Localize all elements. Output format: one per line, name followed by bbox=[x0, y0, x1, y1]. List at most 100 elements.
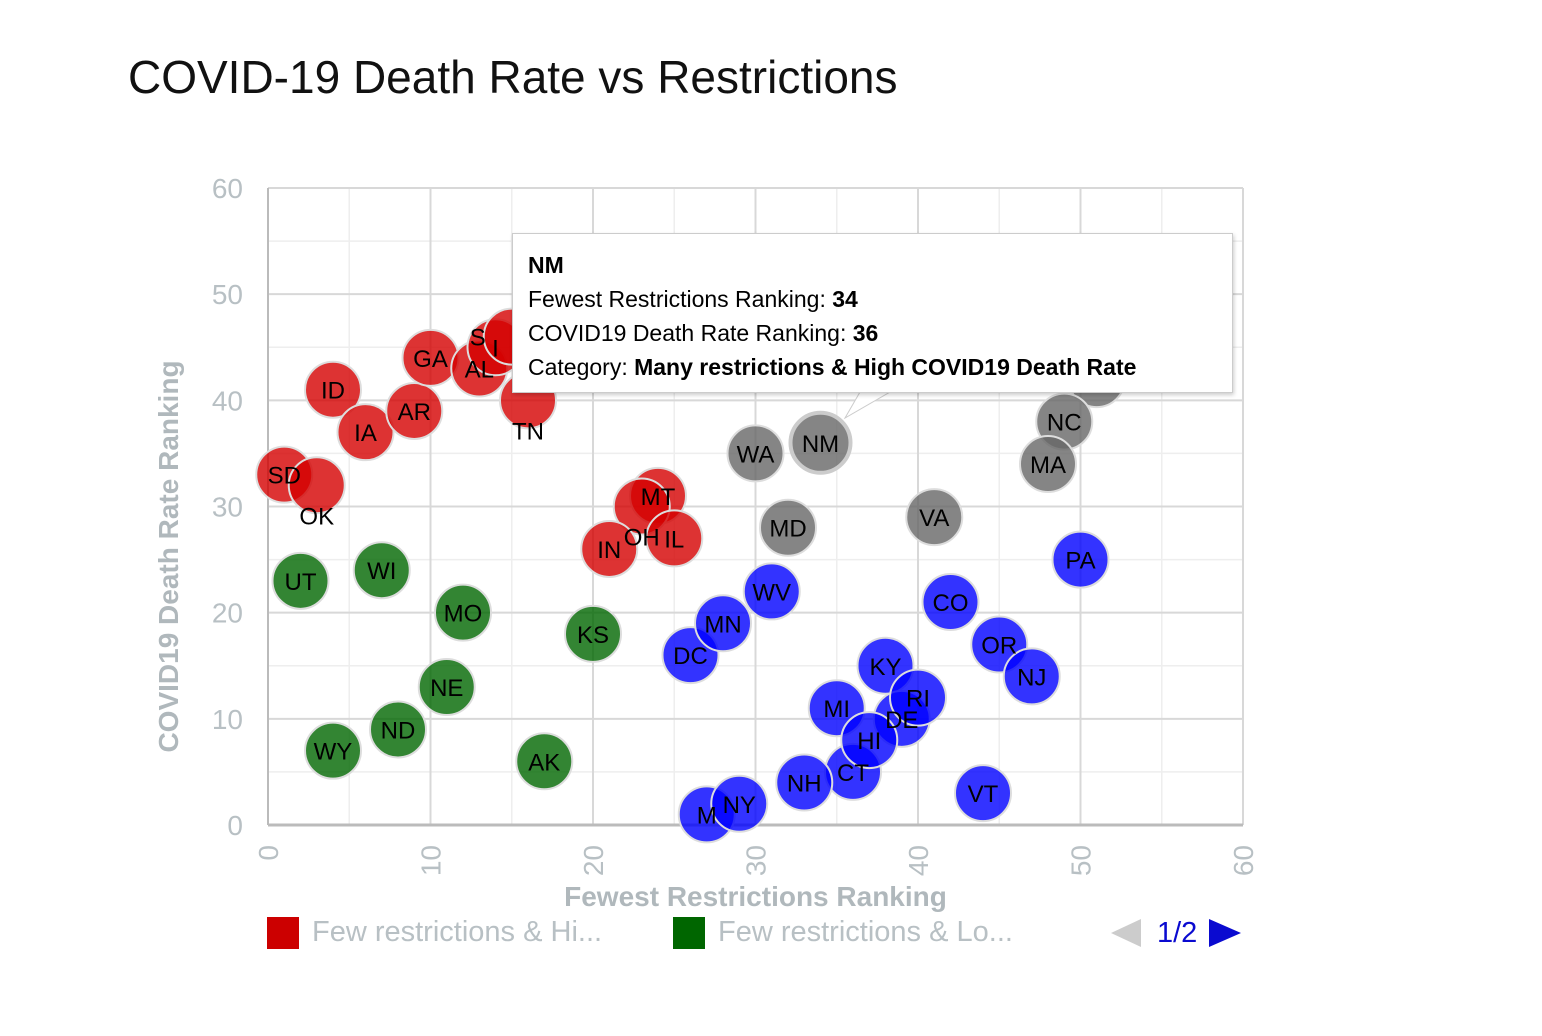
point-label: NH bbox=[787, 771, 822, 798]
point-label: DE bbox=[885, 707, 918, 734]
legend-item-few-low[interactable]: Few restrictions & Lo... bbox=[673, 916, 1013, 949]
tooltip-y-label: COVID19 Death Rate Ranking: bbox=[528, 320, 853, 346]
point-label: IL bbox=[664, 526, 684, 553]
point-marker[interactable] bbox=[304, 721, 362, 780]
point-label: OH bbox=[624, 525, 660, 552]
x-tick-label: 50 bbox=[1066, 845, 1097, 876]
point-label: AL bbox=[465, 356, 494, 383]
point-label: UT bbox=[285, 569, 317, 596]
point-label: CT bbox=[837, 760, 869, 787]
point-marker[interactable] bbox=[710, 774, 769, 833]
point-marker[interactable] bbox=[287, 456, 346, 515]
x-tick-label: 10 bbox=[416, 845, 447, 876]
tooltip-state: NM bbox=[528, 252, 564, 278]
point-label: WV bbox=[752, 579, 791, 606]
point-marker[interactable] bbox=[336, 403, 395, 462]
x-tick-label: 60 bbox=[1228, 845, 1259, 876]
point-marker[interactable] bbox=[726, 424, 785, 483]
point-marker[interactable] bbox=[775, 753, 834, 812]
page-indicator: 1/2 bbox=[1157, 916, 1198, 949]
x-tick-label: 30 bbox=[741, 845, 772, 876]
point-label: PA bbox=[1065, 548, 1095, 575]
y-tick-label: 50 bbox=[212, 279, 243, 310]
point-label: OK bbox=[299, 503, 334, 530]
point-marker[interactable] bbox=[1051, 530, 1110, 589]
point-marker[interactable] bbox=[304, 360, 362, 419]
point-marker[interactable] bbox=[759, 498, 817, 557]
point-marker[interactable] bbox=[434, 583, 492, 642]
point-marker[interactable] bbox=[271, 551, 330, 610]
point-label: NM bbox=[802, 431, 839, 458]
tooltip-pointer bbox=[843, 391, 892, 420]
point-label: HI bbox=[857, 728, 881, 755]
point-marker[interactable] bbox=[417, 657, 476, 716]
y-axis-label: COVID19 Death Rate Ranking bbox=[153, 360, 184, 752]
x-tick-label: 0 bbox=[253, 845, 284, 861]
y-tick-label: 0 bbox=[227, 810, 243, 841]
x-tick-label: 40 bbox=[903, 845, 934, 876]
y-tick-label: 40 bbox=[212, 385, 243, 416]
point-label: MO bbox=[444, 601, 483, 628]
point-marker[interactable] bbox=[385, 381, 444, 440]
point-marker[interactable] bbox=[788, 410, 853, 475]
point-marker[interactable] bbox=[1019, 435, 1077, 494]
tooltip-cat-label: Category: bbox=[528, 354, 635, 380]
legend-swatch-red bbox=[267, 916, 299, 949]
point-marker[interactable] bbox=[889, 668, 947, 727]
point-label: VA bbox=[919, 505, 949, 532]
legend-label: Few restrictions & Lo... bbox=[718, 916, 1013, 948]
point-marker[interactable] bbox=[369, 700, 427, 759]
point-marker[interactable] bbox=[515, 732, 574, 791]
point-label: SD bbox=[268, 463, 301, 490]
point-marker[interactable] bbox=[580, 519, 639, 578]
point-marker[interactable] bbox=[645, 509, 704, 568]
point-marker[interactable] bbox=[921, 573, 980, 632]
tooltip-x-label: Fewest Restrictions Ranking: bbox=[528, 286, 833, 312]
legend-swatch-green bbox=[673, 916, 705, 949]
point-label: MI bbox=[823, 696, 850, 723]
legend-label: Few restrictions & Hi... bbox=[312, 916, 603, 948]
point-marker[interactable] bbox=[742, 562, 801, 621]
point-label: VT bbox=[968, 781, 999, 808]
point-marker[interactable] bbox=[1002, 647, 1061, 706]
legend-pager: 1/2 bbox=[1109, 916, 1242, 950]
point-label: NE bbox=[430, 675, 463, 702]
tooltip: NM Fewest Restrictions Ranking: 34 COVID… bbox=[512, 233, 1233, 393]
point-label: RI bbox=[906, 686, 930, 713]
point-marker[interactable] bbox=[840, 711, 899, 770]
point-label: ND bbox=[381, 717, 416, 744]
point-label: CO bbox=[933, 590, 969, 617]
y-tick-label: 20 bbox=[212, 598, 243, 629]
point-marker[interactable] bbox=[564, 604, 622, 663]
point-label: MD bbox=[769, 516, 806, 543]
point-marker[interactable] bbox=[905, 488, 964, 547]
point-label: AK bbox=[528, 749, 560, 776]
point-label: MT bbox=[641, 484, 676, 511]
x-axis-label: Fewest Restrictions Ranking bbox=[564, 881, 947, 912]
y-tick-label: 30 bbox=[212, 492, 243, 523]
next-page-icon[interactable] bbox=[1207, 916, 1242, 950]
point-label: S bbox=[470, 325, 486, 352]
point-label: NJ bbox=[1017, 664, 1046, 691]
prev-page-icon[interactable] bbox=[1109, 916, 1143, 950]
y-tick-label: 10 bbox=[212, 704, 243, 735]
point-marker[interactable] bbox=[352, 541, 411, 600]
point-marker[interactable] bbox=[954, 764, 1012, 823]
point-label: AR bbox=[398, 399, 431, 426]
point-label: DC bbox=[673, 643, 708, 670]
point-label: WY bbox=[314, 739, 353, 766]
legend-item-few-high[interactable]: Few restrictions & Hi... bbox=[267, 916, 602, 949]
point-label: MN bbox=[704, 611, 741, 638]
point-label: GA bbox=[413, 346, 448, 373]
point-label: M bbox=[697, 802, 717, 829]
tooltip-x-value: 34 bbox=[832, 286, 858, 312]
y-tick-label: 60 bbox=[212, 173, 243, 204]
point-label: WA bbox=[737, 441, 775, 468]
point-label: IN bbox=[597, 537, 621, 564]
point-marker[interactable] bbox=[694, 594, 752, 653]
point-label: ID bbox=[321, 378, 345, 405]
tooltip-cat-value: Many restrictions & High COVID19 Death R… bbox=[634, 354, 1137, 380]
chart-title: COVID-19 Death Rate vs Restrictions bbox=[128, 51, 898, 103]
point-label: TN bbox=[512, 418, 544, 445]
point-label: KS bbox=[577, 622, 609, 649]
